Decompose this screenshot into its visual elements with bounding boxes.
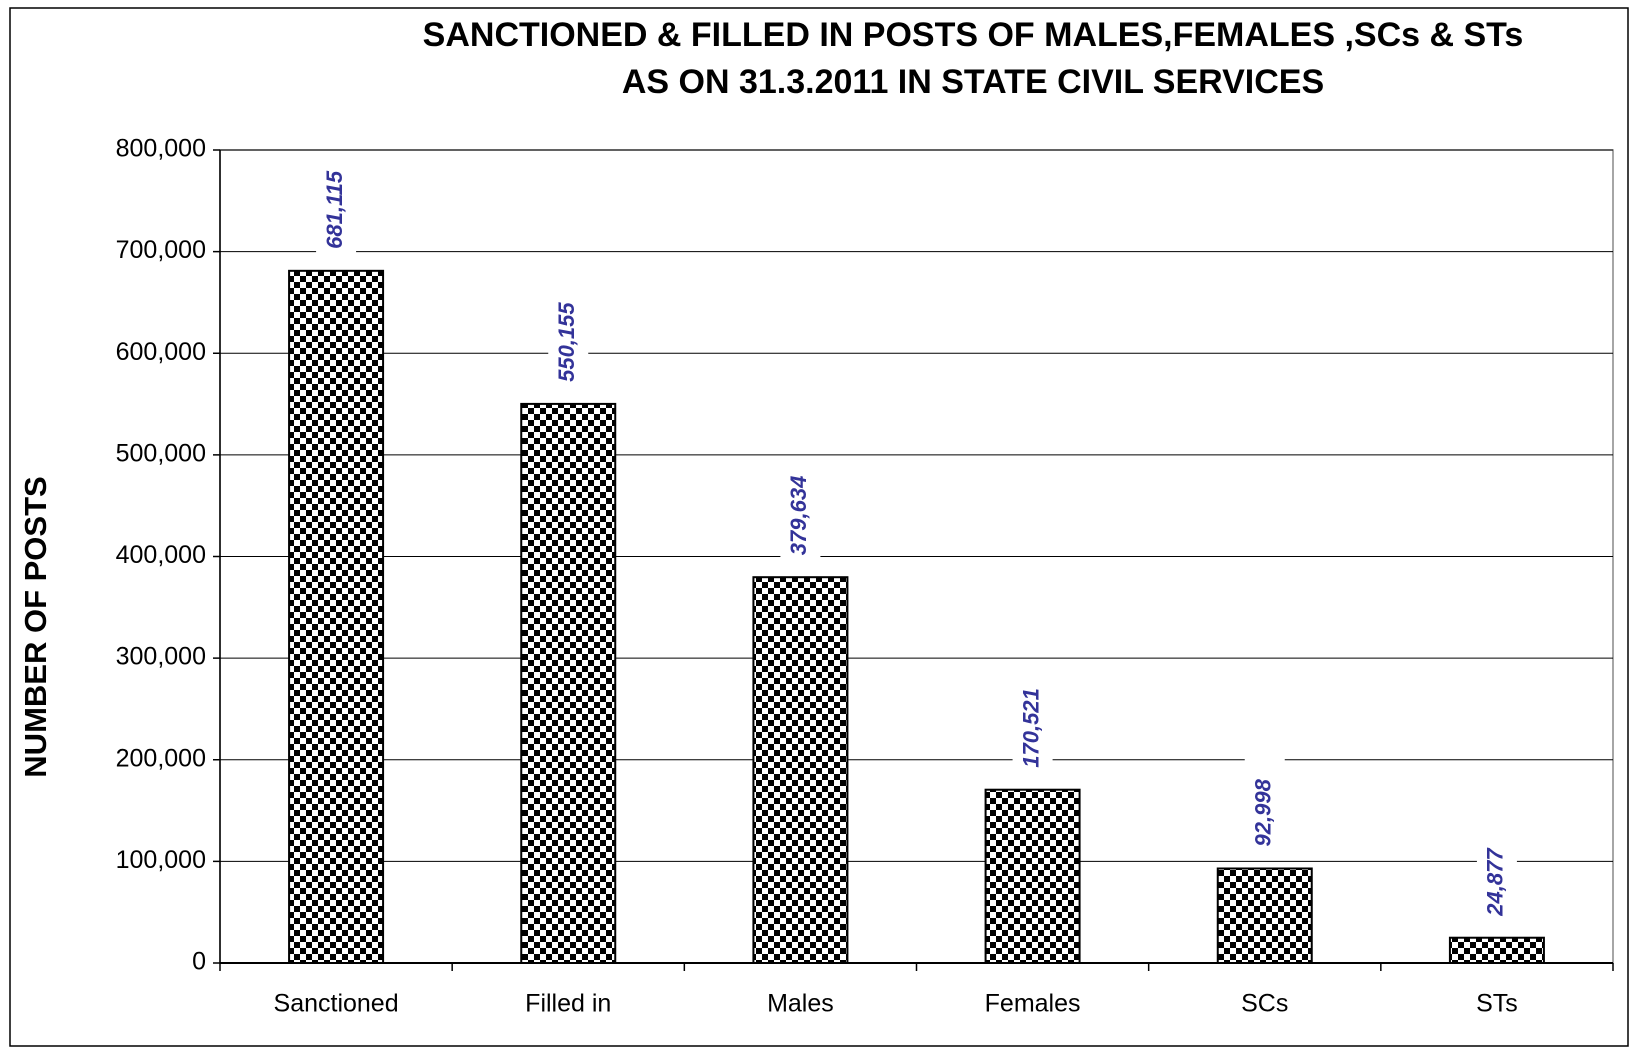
y-tick-label: 500,000 [116, 439, 206, 467]
bar [1216, 867, 1313, 964]
x-tick-label: Females [985, 990, 1081, 1018]
value-label: 170,521 [1018, 688, 1043, 768]
value-label: 550,155 [554, 302, 579, 382]
y-axis-title: NUMBER OF POSTS [18, 476, 53, 777]
value-label: 681,115 [322, 170, 347, 249]
value-label-bg [316, 154, 357, 253]
value-label-bg [1476, 821, 1517, 920]
bar [752, 576, 849, 964]
y-tick-label: 0 [192, 948, 206, 976]
y-tick-label: 300,000 [116, 643, 206, 671]
chart-title: SANCTIONED & FILLED IN POSTS OF MALES,FE… [423, 16, 1524, 54]
bar [984, 788, 1081, 964]
value-label-bg [1012, 673, 1053, 772]
y-tick-label: 200,000 [116, 744, 206, 772]
x-tick-label: Filled in [525, 990, 611, 1018]
value-label-bg [1244, 752, 1285, 851]
x-tick-label: Sanctioned [274, 990, 399, 1018]
bar [1448, 936, 1545, 965]
y-tick-label: 700,000 [116, 236, 206, 264]
y-tick-label: 100,000 [116, 846, 206, 874]
bar [520, 402, 617, 964]
x-tick-label: SCs [1241, 990, 1288, 1018]
x-tick-label: Males [767, 990, 834, 1018]
y-tick-label: 800,000 [116, 135, 206, 163]
value-label: 379,634 [786, 476, 811, 556]
x-tick-label: STs [1476, 990, 1518, 1018]
y-tick-label: 400,000 [116, 541, 206, 569]
y-tick-label: 600,000 [116, 338, 206, 366]
value-label: 24,877 [1483, 847, 1508, 917]
value-label-bg [780, 461, 821, 560]
value-label-bg [548, 287, 589, 386]
value-label: 92,998 [1251, 778, 1276, 846]
bar [288, 269, 385, 964]
chart-title: AS ON 31.3.2011 IN STATE CIVIL SERVICES [622, 63, 1324, 101]
